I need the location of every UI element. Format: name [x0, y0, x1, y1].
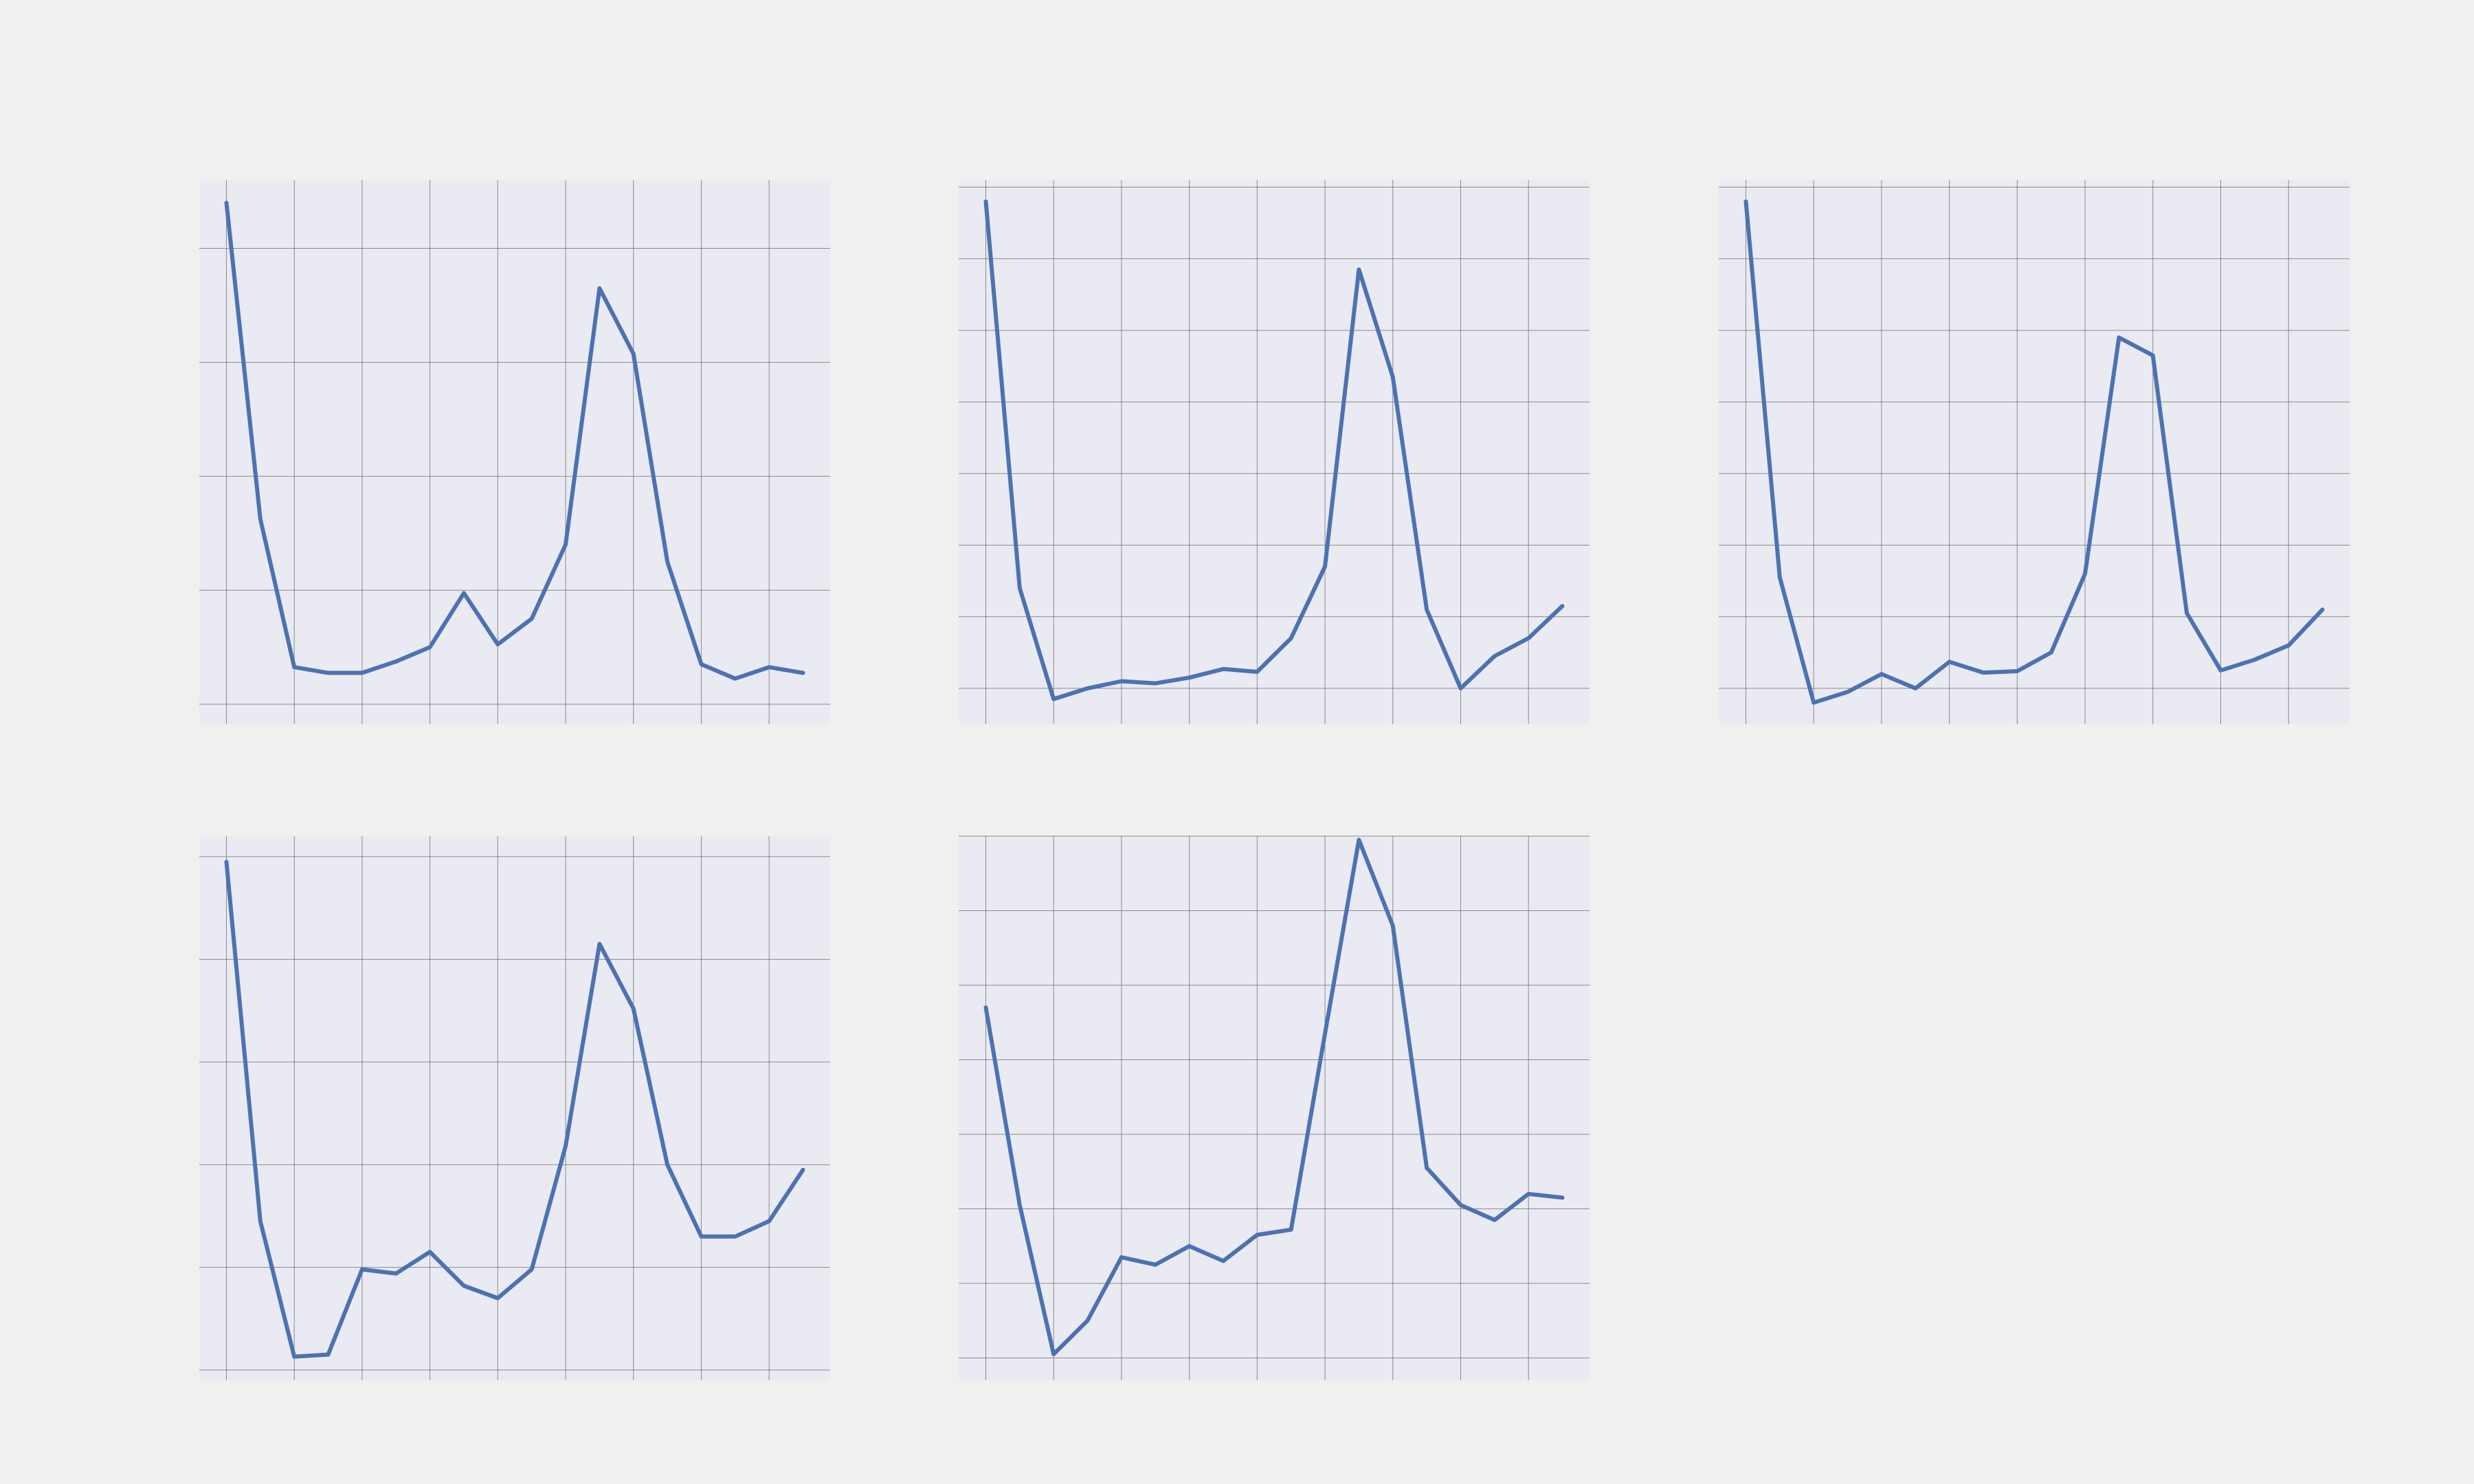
- plot-area: [1719, 180, 2350, 724]
- plot-area: [959, 836, 1590, 1380]
- series-line-1: [224, 201, 805, 681]
- series-line-1: [1743, 199, 2325, 705]
- chart-panel-5: [959, 835, 1590, 1380]
- plot-area: [959, 180, 1590, 724]
- series-line-1: [983, 199, 1565, 701]
- plot-area: [199, 836, 830, 1380]
- chart-panel-2: [959, 180, 1590, 724]
- chart-panel-3: [1719, 180, 2350, 724]
- chart-panel-4: [199, 836, 830, 1380]
- series-line-1: [983, 837, 1565, 1356]
- chart-panel-1: [199, 180, 830, 724]
- series-line-1: [224, 859, 805, 1359]
